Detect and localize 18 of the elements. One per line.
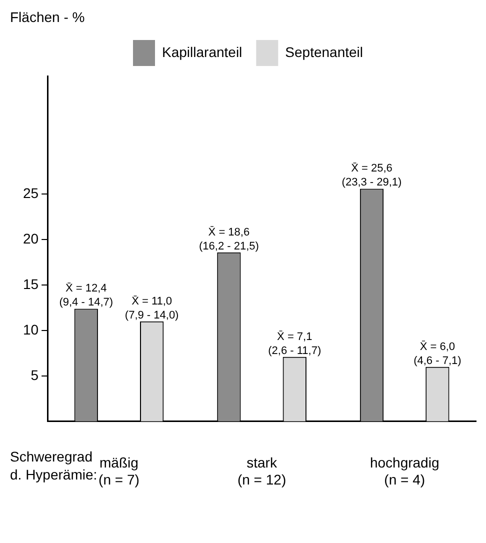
data-label: X̄ = 18,6 (16,2 - 21,5) bbox=[198, 226, 259, 252]
x-axis-title: Schweregrad d. Hyperämie: bbox=[10, 448, 98, 482]
legend-label: Septenanteil bbox=[285, 44, 363, 60]
data-label: X̄ = 11,0 (7,9 - 14,0) bbox=[124, 294, 179, 322]
x-tick-label: hochgradig (n = 4) bbox=[370, 454, 440, 488]
y-tick-label: 25 bbox=[22, 185, 39, 202]
x-tick-label: stark (n = 12) bbox=[237, 454, 286, 488]
y-tick-label: 20 bbox=[22, 230, 39, 246]
y-tick-label: 5 bbox=[30, 366, 39, 383]
y-axis-title: Flächen - % bbox=[10, 8, 85, 25]
legend-label: Kapillaranteil bbox=[162, 44, 242, 60]
x-tick-label: mäßig (n = 7) bbox=[98, 454, 140, 488]
y-tick-label: 10 bbox=[22, 321, 39, 338]
data-label: X̄ = 25,6 (23,3 - 29,1) bbox=[342, 162, 402, 189]
data-label: X̄ = 12,4 (9,4 - 14,7) bbox=[59, 282, 114, 309]
data-label: X̄ = 6,0 (4,6 - 7,1) bbox=[414, 340, 462, 367]
data-label: X̄ = 7,1 (2,6 - 11,7) bbox=[268, 330, 322, 357]
y-tick-label: 15 bbox=[22, 276, 39, 292]
